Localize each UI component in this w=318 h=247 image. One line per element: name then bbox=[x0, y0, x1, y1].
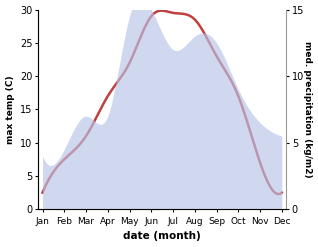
Y-axis label: max temp (C): max temp (C) bbox=[5, 75, 15, 144]
X-axis label: date (month): date (month) bbox=[123, 231, 201, 242]
Y-axis label: med. precipitation (kg/m2): med. precipitation (kg/m2) bbox=[303, 41, 313, 178]
